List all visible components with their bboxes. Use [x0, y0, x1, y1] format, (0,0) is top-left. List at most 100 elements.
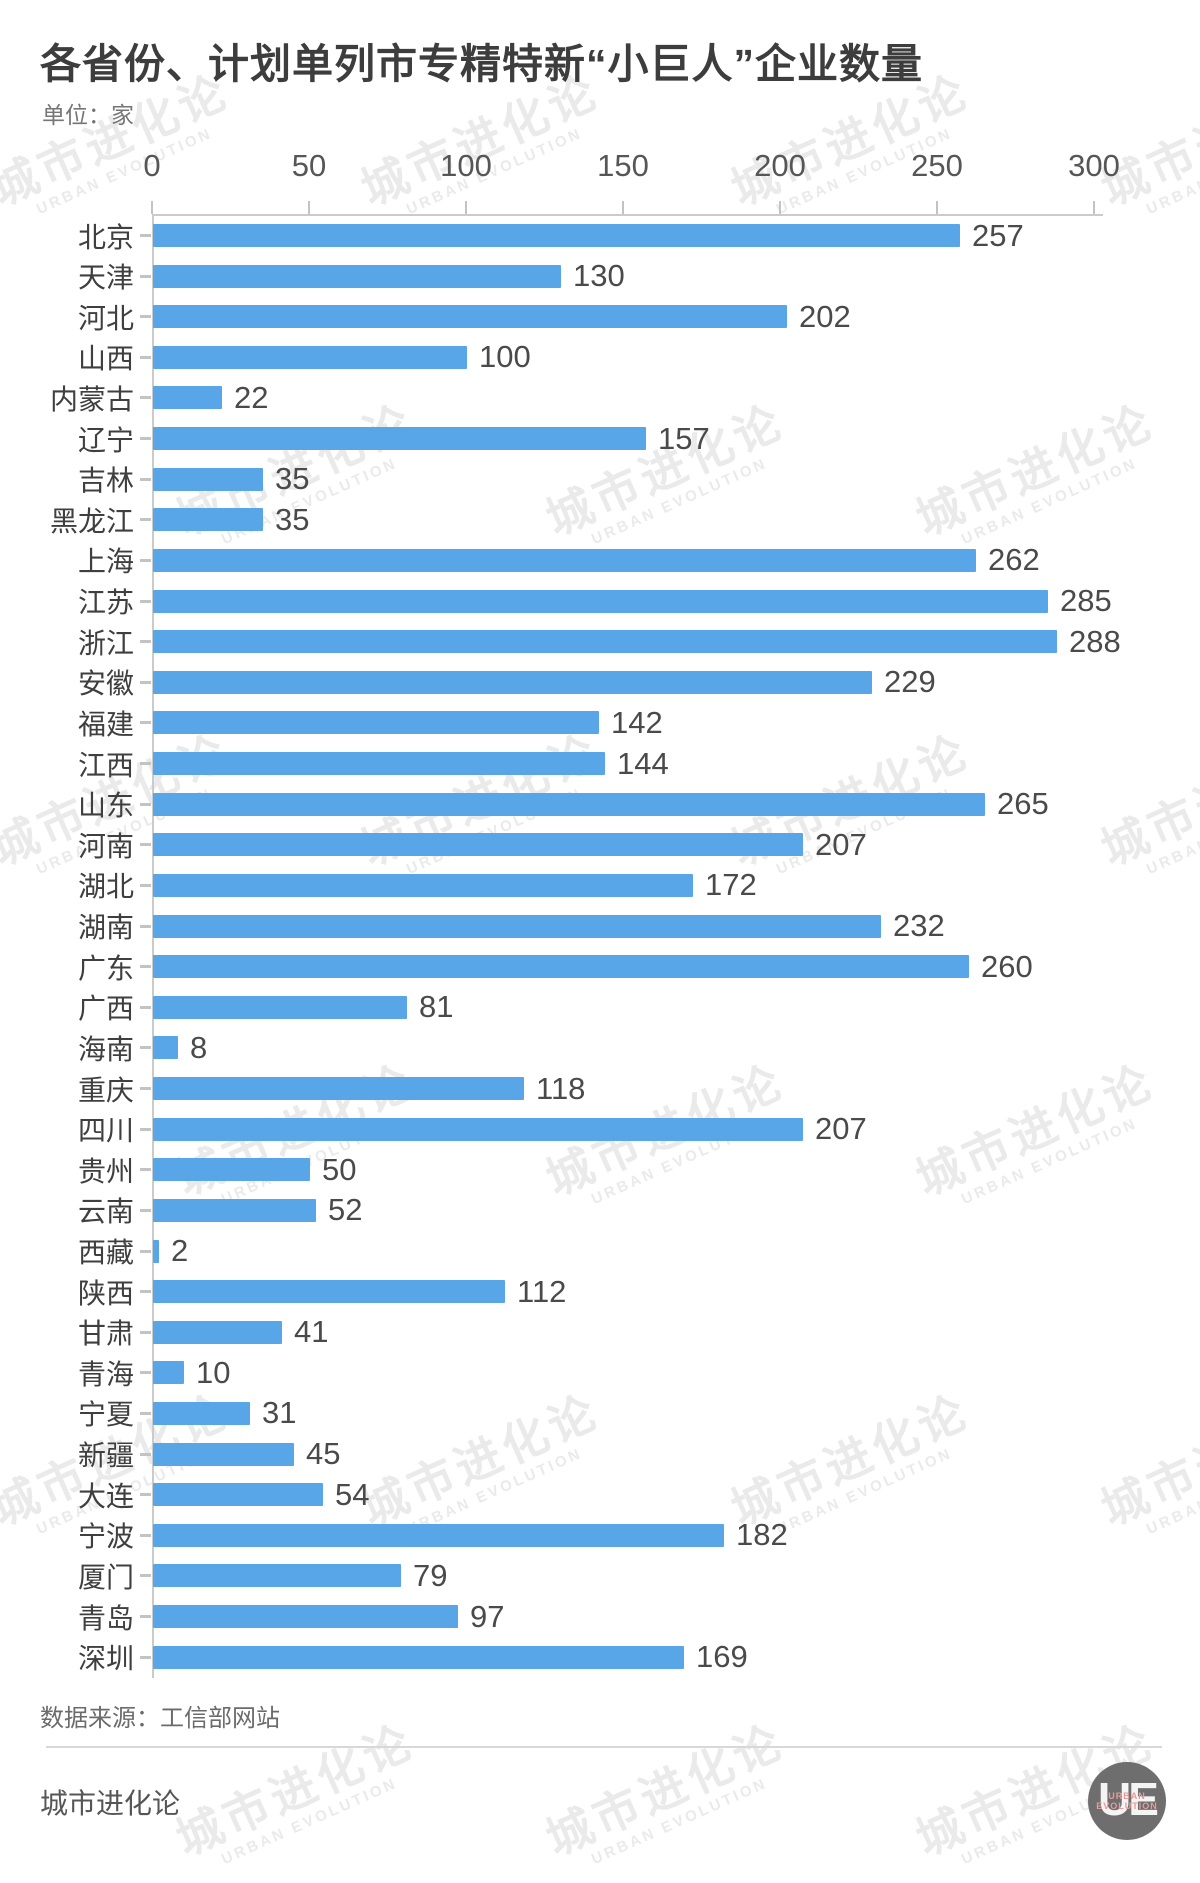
bar	[153, 1117, 803, 1141]
category-label: 青岛	[77, 1602, 134, 1634]
value-label: 182	[736, 1517, 788, 1553]
bar	[153, 1239, 159, 1263]
bar-row: 西藏 2	[0, 1231, 1200, 1272]
category-tick-mark	[140, 1615, 151, 1619]
category-label: 大连	[77, 1480, 134, 1512]
value-label: 118	[536, 1070, 586, 1106]
bar	[153, 873, 693, 897]
category-label: 宁波	[77, 1521, 134, 1553]
x-axis-tick-label: 150	[597, 148, 649, 183]
category-label: 甘肃	[77, 1318, 134, 1350]
x-axis-tick-label: 200	[754, 148, 806, 183]
bar-row: 内蒙古 22	[0, 377, 1200, 418]
bar-row: 四川 207	[0, 1109, 1200, 1150]
bar	[153, 1077, 524, 1101]
category-label: 四川	[77, 1115, 134, 1147]
category-label: 天津	[77, 262, 134, 294]
value-label: 169	[696, 1639, 748, 1675]
bar	[153, 1442, 294, 1466]
value-label: 130	[573, 258, 625, 294]
value-label: 81	[419, 989, 454, 1025]
x-axis-tick-mark	[151, 201, 153, 214]
value-label: 265	[997, 786, 1049, 822]
value-label: 207	[815, 826, 867, 862]
category-label: 贵州	[77, 1155, 134, 1187]
category-label: 西藏	[77, 1237, 134, 1268]
footer-divider	[46, 1746, 1162, 1748]
bar	[153, 508, 263, 532]
logo-subtext: URBAN EVOLUTION	[1088, 1791, 1166, 1811]
bar	[153, 1483, 323, 1507]
value-label: 262	[988, 542, 1040, 578]
category-tick-mark	[140, 437, 151, 441]
category-tick-mark	[140, 1249, 151, 1253]
bar-row: 重庆 118	[0, 1068, 1200, 1109]
category-tick-mark	[140, 599, 151, 603]
bar-row: 广东 260	[0, 946, 1200, 987]
bar-row: 安徽 229	[0, 662, 1200, 703]
bar-row: 江苏 285	[0, 581, 1200, 622]
category-label: 内蒙古	[49, 383, 134, 415]
bar	[153, 1158, 310, 1182]
category-tick-mark	[140, 1371, 151, 1375]
x-axis-line	[152, 214, 1103, 216]
category-label: 江苏	[77, 587, 134, 619]
category-tick-mark	[140, 1208, 151, 1212]
x-axis-tick-mark	[1093, 201, 1095, 214]
value-label: 97	[470, 1598, 505, 1634]
category-label: 山东	[77, 790, 134, 822]
bar-row: 新疆 45	[0, 1434, 1200, 1475]
x-axis-tick-label: 50	[291, 148, 327, 183]
bar	[153, 670, 872, 694]
category-tick-mark	[140, 1411, 151, 1415]
category-tick-mark	[140, 1046, 151, 1050]
category-label: 福建	[77, 708, 134, 740]
value-label: 31	[262, 1395, 297, 1431]
bar-row: 黑龙江 35	[0, 499, 1200, 540]
bar	[153, 1564, 401, 1588]
bar	[153, 264, 561, 288]
value-label: 142	[611, 704, 663, 740]
bar	[153, 224, 960, 247]
bar-row: 厦门 79	[0, 1555, 1200, 1596]
source-note: 数据来源：工信部网站	[40, 1705, 280, 1732]
bar-row: 宁夏 31	[0, 1393, 1200, 1434]
bar	[153, 1320, 282, 1344]
bar	[153, 345, 467, 369]
x-axis-tick-mark	[622, 201, 624, 214]
value-label: 285	[1060, 583, 1112, 619]
bar	[153, 1605, 458, 1629]
bar-row: 甘肃 41	[0, 1312, 1200, 1353]
bar	[153, 711, 599, 735]
value-label: 172	[705, 867, 757, 903]
category-label: 青海	[77, 1358, 134, 1390]
value-label: 112	[517, 1273, 567, 1309]
value-label: 144	[617, 745, 669, 781]
category-label: 河南	[77, 830, 134, 862]
category-tick-mark	[140, 1087, 151, 1091]
category-tick-mark	[140, 1533, 151, 1537]
category-label: 江西	[77, 749, 134, 781]
x-axis-tick-label: 300	[1068, 148, 1120, 183]
category-label: 广西	[77, 993, 134, 1025]
bar	[153, 467, 263, 491]
bar-row: 大连 54	[0, 1474, 1200, 1515]
value-label: 35	[275, 501, 310, 537]
value-label: 22	[234, 379, 269, 415]
bar	[153, 427, 646, 451]
category-label: 黑龙江	[49, 505, 134, 537]
bar	[153, 1645, 684, 1669]
logo-initials: UE	[1098, 1773, 1159, 1825]
chart-title: 各省份、计划单列市专精特新“小巨人”企业数量	[40, 41, 923, 87]
category-tick-mark	[140, 762, 151, 766]
bar-row: 江西 144	[0, 743, 1200, 784]
category-label: 北京	[77, 221, 134, 253]
logo-subtext-line2: EVOLUTION	[1096, 1801, 1158, 1811]
bar-row: 陕西 112	[0, 1271, 1200, 1312]
value-label: 52	[328, 1192, 363, 1228]
bar-row: 天津 130	[0, 256, 1200, 297]
value-label: 79	[413, 1557, 448, 1593]
x-axis-tick-mark	[465, 201, 467, 214]
category-tick-mark	[140, 1493, 151, 1497]
bar	[153, 1361, 184, 1385]
